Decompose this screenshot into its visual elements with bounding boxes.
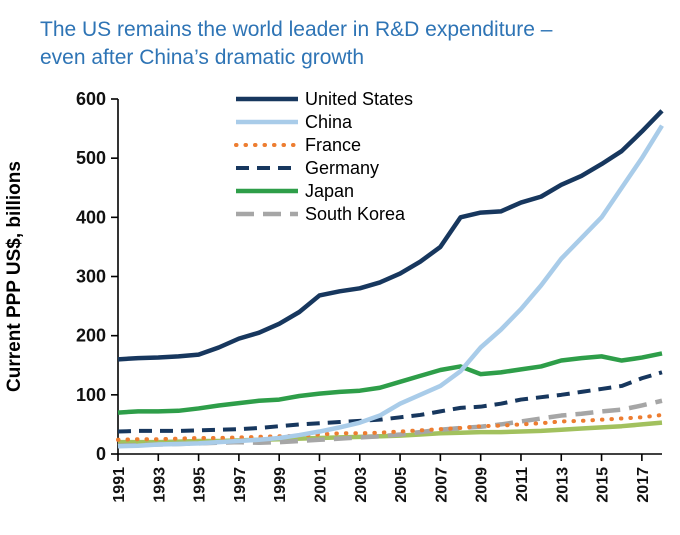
series-line-unlabeled	[118, 420, 663, 445]
y-axis-label: Current PPP US$, billions	[4, 161, 25, 392]
x-tick-label: 1999	[272, 467, 289, 503]
x-tick-label: 2013	[554, 467, 571, 503]
y-tick-label: 400	[76, 207, 106, 227]
y-tick-label: 200	[76, 326, 106, 346]
x-tick-label: 2003	[353, 467, 370, 503]
x-tick-label: 1993	[151, 467, 168, 503]
x-tick-label: 2011	[514, 467, 531, 502]
y-tick-label: 500	[76, 148, 106, 168]
x-tick-label: 1991	[111, 467, 128, 503]
series-line-japan	[117, 351, 663, 415]
chart-title-line1: The US remains the world leader in R&D e…	[40, 18, 553, 41]
y-tick-label: 600	[76, 89, 106, 109]
x-tick-label: 2015	[595, 467, 612, 503]
chart-area: 0 100 200 300 400 500 600 1991 1993 1995 1997 1999 2…	[0, 74, 680, 535]
y-tick-label: 300	[76, 267, 106, 287]
series-line-united-states	[117, 109, 664, 362]
x-tick-label: 2007	[433, 467, 450, 503]
legend-label-france: France	[305, 135, 361, 155]
chart-title-line2: even after China’s dramatic growth	[40, 45, 365, 69]
x-tick-label: 2017	[635, 467, 652, 503]
chart-title: The US remains the world leader in R&D e…	[0, 0, 680, 71]
x-tick-label: 1997	[232, 467, 249, 503]
x-tick-label: 2001	[312, 467, 329, 503]
series-line-germany	[117, 370, 663, 434]
y-tick-label: 0	[96, 444, 106, 464]
rd-expenditure-line-chart: 0 100 200 300 400 500 600 1991 1993 1995 1997 1999 2…	[4, 89, 664, 503]
legend-label-china: China	[305, 112, 353, 132]
legend-label-germany: Germany	[305, 158, 379, 178]
series-line-china	[117, 124, 664, 449]
legend-label-united-states: United States	[305, 89, 413, 109]
legend-label-south-korea: South Korea	[305, 204, 406, 224]
x-tick-label: 1995	[192, 467, 209, 503]
x-tick-label: 2005	[393, 467, 410, 503]
legend-label-japan: Japan	[305, 181, 354, 201]
x-tick-label: 2009	[474, 467, 491, 503]
y-tick-label: 100	[76, 385, 106, 405]
